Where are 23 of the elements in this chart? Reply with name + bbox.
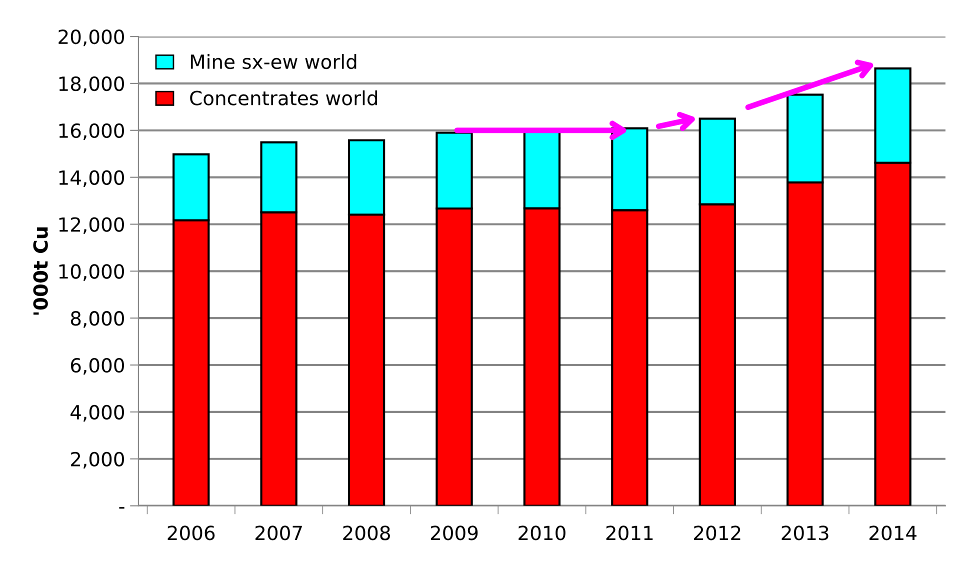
legend-label: Mine sx-ew world bbox=[190, 54, 356, 70]
x-tick-label: 2007 bbox=[256, 526, 302, 540]
y-tick-label: 14,000 bbox=[59, 170, 124, 187]
y-tick-label: 8,000 bbox=[70, 311, 124, 328]
x-tick-label: 2008 bbox=[343, 526, 390, 540]
x-tick-label: 2006 bbox=[168, 526, 215, 540]
y-axis-title: '000t Cu bbox=[33, 227, 48, 315]
x-tick-label: 2013 bbox=[782, 526, 828, 540]
y-tick-label: 6,000 bbox=[70, 358, 124, 375]
x-tick-label: 2012 bbox=[694, 526, 740, 540]
x-tick-label: 2010 bbox=[518, 526, 566, 540]
y-tick-label: 12,000 bbox=[59, 217, 124, 234]
x-tick-label: 2014 bbox=[870, 526, 916, 540]
x-tick-label: 2009 bbox=[430, 526, 478, 540]
y-tick-label: 10,000 bbox=[59, 264, 124, 281]
y-tick-label: 20,000 bbox=[58, 29, 124, 46]
y-tick-label: 2,000 bbox=[71, 452, 124, 469]
y-tick-label: 4,000 bbox=[70, 404, 124, 422]
legend-label: Concentrates world bbox=[190, 90, 378, 106]
y-tick-label: 16,000 bbox=[59, 123, 124, 140]
y-tick-label: 18,000 bbox=[59, 76, 124, 94]
x-tick-label: 2011 bbox=[606, 526, 653, 540]
y-tick-label: - bbox=[119, 507, 124, 509]
